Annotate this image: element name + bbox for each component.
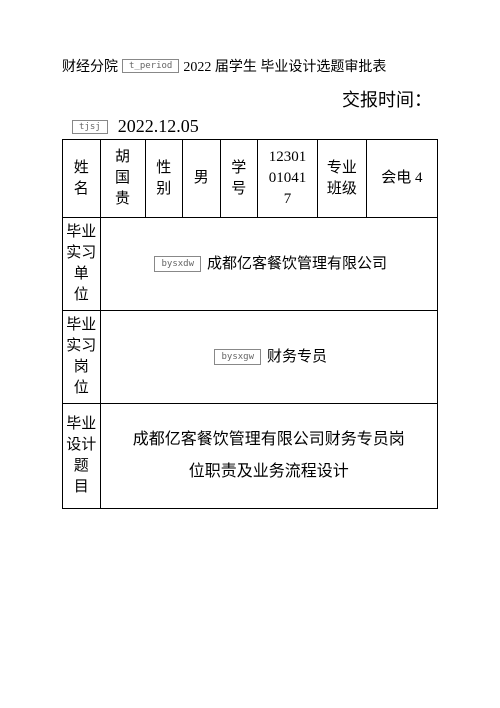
id-label: 学 号 xyxy=(220,140,258,218)
gender-value: 男 xyxy=(183,140,221,218)
class-value: 会电 4 xyxy=(366,140,437,218)
class-label: 专业 班级 xyxy=(318,140,367,218)
period-box: t_period xyxy=(122,59,179,73)
post-box: bysxgw xyxy=(214,349,261,366)
submit-date: 2022.12.05 xyxy=(118,116,199,137)
unit-box: bysxdw xyxy=(154,256,201,273)
table-row: 毕业 实习 岗 位 bysxgw财务专员 xyxy=(63,311,438,404)
header-prefix: 财经分院 xyxy=(62,56,118,76)
date-box: tjsj xyxy=(72,120,108,134)
design-topic-value: 成都亿客餐饮管理有限公司财务专员岗 位职责及业务流程设计 xyxy=(100,404,438,509)
name-label: 姓 名 xyxy=(63,140,101,218)
gender-label: 性 别 xyxy=(145,140,183,218)
table-row: 姓 名 胡 国 贵 性 别 男 学 号 12301 01041 7 专业 班级 … xyxy=(63,140,438,218)
internship-unit-label: 毕业 实习 单 位 xyxy=(63,218,101,311)
table-row: 毕业 实习 单 位 bysxdw成都亿客餐饮管理有限公司 xyxy=(63,218,438,311)
header-line: 财经分院 t_period 2022 届学生 毕业设计选题审批表 xyxy=(62,56,438,76)
approval-table: 姓 名 胡 国 贵 性 别 男 学 号 12301 01041 7 专业 班级 … xyxy=(62,139,438,509)
submit-label: 交报时间： xyxy=(62,86,438,112)
internship-unit-value: bysxdw成都亿客餐饮管理有限公司 xyxy=(100,218,438,311)
internship-post-value: bysxgw财务专员 xyxy=(100,311,438,404)
header-middle: 2022 届学生 毕业设计选题审批表 xyxy=(183,56,386,76)
design-topic-label: 毕业 设计 题 目 xyxy=(63,404,101,509)
internship-post-label: 毕业 实习 岗 位 xyxy=(63,311,101,404)
id-value: 12301 01041 7 xyxy=(258,140,318,218)
table-row: 毕业 设计 题 目 成都亿客餐饮管理有限公司财务专员岗 位职责及业务流程设计 xyxy=(63,404,438,509)
date-line: tjsj 2022.12.05 xyxy=(68,116,438,137)
name-value: 胡 国 贵 xyxy=(100,140,145,218)
